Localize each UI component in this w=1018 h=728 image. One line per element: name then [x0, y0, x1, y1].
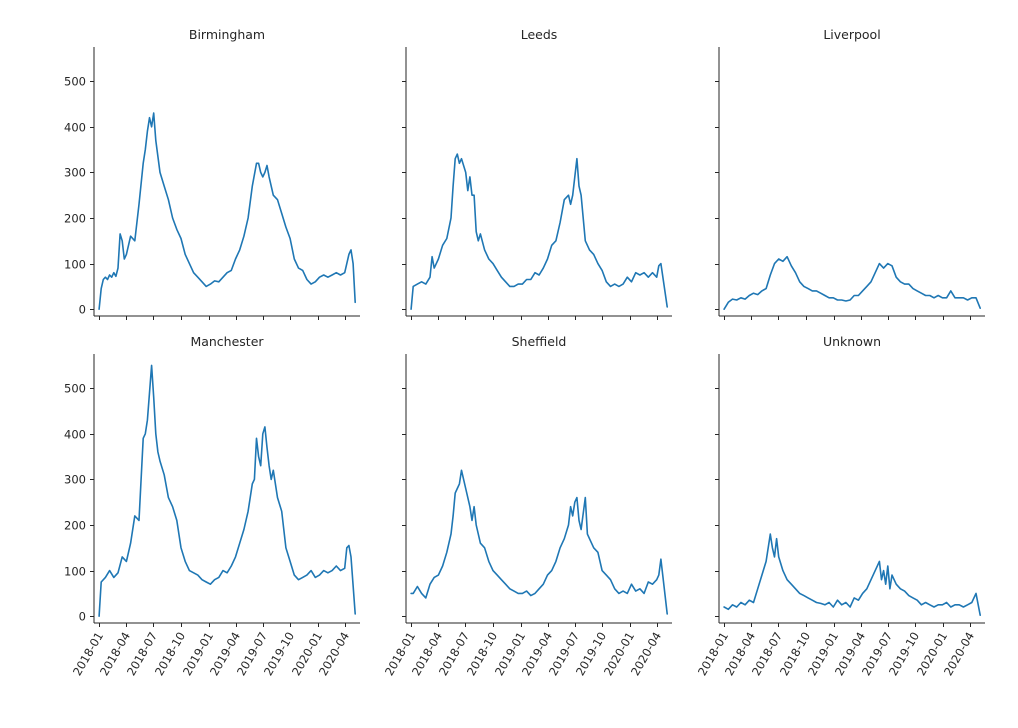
panel-title: Liverpool — [823, 27, 880, 42]
series-line-leeds — [410, 153, 669, 311]
y-tick-label: 100 — [64, 565, 86, 579]
panel-leeds: Leeds — [402, 27, 672, 320]
y-tick-label: 300 — [64, 166, 86, 180]
panel-sheffield: Sheffield2018-012018-042018-072018-10201… — [382, 334, 672, 678]
series-line-unknown — [723, 533, 982, 617]
panel-unknown: Unknown2018-012018-042018-072018-102019-… — [695, 334, 985, 678]
panel-liverpool: Liverpool — [715, 27, 985, 320]
series-line-sheffield — [410, 469, 669, 615]
panel-manchester: Manchester01002003004005002018-012018-04… — [64, 334, 360, 678]
y-tick-label: 200 — [64, 212, 86, 226]
y-tick-label: 0 — [79, 610, 86, 624]
y-tick-label: 200 — [64, 519, 86, 533]
panel-title: Birmingham — [189, 27, 265, 42]
series-line-birmingham — [98, 112, 357, 311]
series-line-liverpool — [723, 255, 982, 311]
panel-title: Manchester — [190, 334, 264, 349]
panel-birmingham: Birmingham 0 100 200 300 400 500 — [64, 27, 360, 320]
y-tick-label: 100 — [64, 258, 86, 272]
panel-title: Sheffield — [512, 334, 567, 349]
y-tick-label: 400 — [64, 428, 86, 442]
y-tick-label: 400 — [64, 121, 86, 135]
series-line-manchester — [98, 364, 357, 618]
y-tick-label: 300 — [64, 473, 86, 487]
y-tick-label: 500 — [64, 75, 86, 89]
panel-title: Unknown — [823, 334, 881, 349]
y-tick-label: 0 — [79, 303, 86, 317]
y-tick-label: 500 — [64, 382, 86, 396]
panel-title: Leeds — [521, 27, 558, 42]
